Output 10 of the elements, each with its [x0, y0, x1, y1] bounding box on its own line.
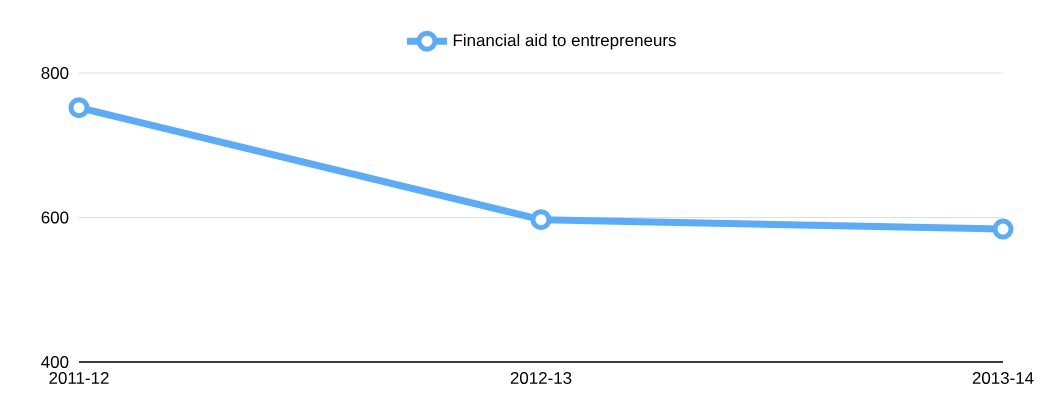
y-tick-label: 400 — [41, 356, 69, 368]
x-tick-label: 2011-12 — [49, 371, 109, 384]
x-tick-label: 2013-14 — [972, 371, 1034, 384]
point — [68, 97, 90, 119]
point — [530, 209, 552, 231]
point — [992, 218, 1014, 240]
y-tick-label: 800 — [41, 67, 69, 79]
legend-label: Financial aid to entrepreneurs — [453, 33, 676, 50]
y-tick-label: 600 — [41, 211, 69, 224]
x-tick-label: 2012-13 — [510, 371, 572, 384]
